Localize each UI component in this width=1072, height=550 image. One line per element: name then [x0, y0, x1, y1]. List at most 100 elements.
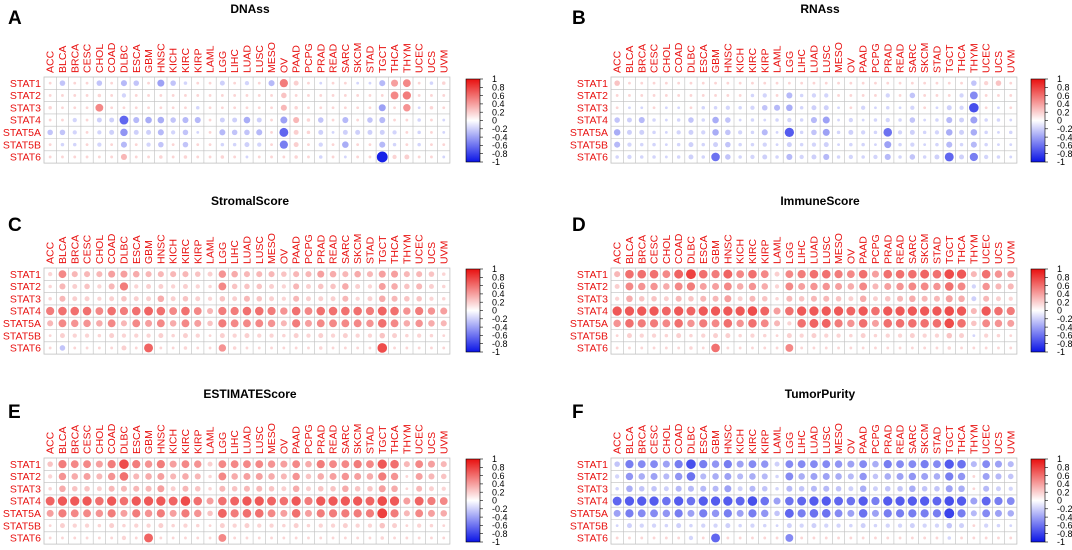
corr-circle: [133, 117, 140, 124]
corr-circle: [810, 485, 817, 492]
colorbar-tick-label: -0.6: [492, 141, 508, 151]
corr-circle: [662, 460, 670, 468]
corr-circle: [674, 472, 683, 481]
corr-circle: [1007, 283, 1014, 290]
colorbar-tick-label: 0.4: [1057, 99, 1070, 109]
corr-circle: [934, 130, 940, 135]
corr-circle: [83, 472, 91, 480]
column-label: DLBC: [685, 236, 697, 264]
corr-circle: [120, 141, 127, 148]
corr-circle: [48, 486, 52, 491]
corr-circle: [242, 306, 252, 316]
corr-circle: [873, 118, 878, 122]
corr-circle: [748, 269, 757, 279]
corr-circle: [343, 536, 347, 540]
corr-circle: [725, 141, 731, 148]
corr-circle: [159, 536, 163, 540]
column-label: LUAD: [808, 45, 820, 73]
corr-circle: [640, 346, 644, 350]
corr-circle: [822, 472, 830, 480]
corr-circle: [439, 497, 448, 505]
corr-circle: [282, 333, 286, 338]
corr-circle: [628, 94, 631, 97]
corr-circle: [97, 130, 102, 135]
column-label: SARC: [907, 234, 919, 264]
corr-circle: [614, 80, 620, 86]
corr-circle: [834, 319, 843, 328]
corr-circle: [736, 319, 744, 328]
colorbar-tick-label: -0.4: [492, 512, 508, 522]
corr-circle: [751, 346, 754, 350]
colorbar-tick-label: -0.8: [1057, 529, 1072, 539]
colorbar: [465, 268, 481, 353]
corr-circle: [280, 473, 287, 480]
corr-circle: [959, 117, 965, 123]
corr-circle: [711, 343, 720, 353]
corr-circle: [96, 80, 103, 86]
column-label: COAD: [106, 423, 118, 454]
corr-circle: [884, 485, 891, 492]
corr-circle: [428, 473, 435, 480]
corr-circle: [147, 106, 150, 110]
corr-circle: [417, 81, 421, 85]
row-label: STAT6: [577, 152, 608, 164]
corr-circle: [787, 321, 792, 326]
column-label: UCS: [426, 432, 438, 454]
corr-circle: [674, 460, 683, 469]
column-label: ESCA: [698, 235, 710, 264]
corr-circle: [626, 117, 632, 123]
corr-circle: [109, 117, 115, 123]
corr-circle: [353, 306, 362, 316]
corr-circle: [614, 117, 620, 123]
corr-circle: [674, 282, 683, 291]
corr-circle: [946, 522, 953, 529]
corr-circle: [72, 296, 78, 302]
corr-circle: [922, 155, 927, 159]
corr-circle: [441, 272, 446, 276]
corr-circle: [158, 333, 164, 339]
corr-circle: [956, 306, 967, 316]
corr-circle: [688, 295, 694, 302]
corr-circle: [134, 333, 139, 338]
corr-circle: [664, 106, 668, 110]
corr-circle: [638, 117, 645, 124]
corr-circle: [834, 496, 844, 506]
row-label: STAT4: [577, 115, 608, 127]
corr-circle: [920, 460, 929, 469]
corr-circle: [366, 319, 374, 328]
corr-circle: [773, 307, 781, 315]
corr-circle: [944, 306, 955, 316]
column-label: MESO: [266, 423, 278, 454]
corr-circle: [182, 117, 189, 124]
corr-circle: [824, 536, 828, 540]
column-label: TGCT: [377, 44, 389, 73]
corr-circle: [736, 283, 744, 290]
colorbar-tick-label: 1: [492, 74, 497, 84]
corr-circle: [1008, 296, 1013, 301]
corr-circle: [270, 130, 273, 134]
corr-circle: [824, 333, 829, 338]
corr-circle: [219, 117, 225, 123]
corr-circle: [946, 332, 953, 339]
corr-circle: [895, 319, 905, 328]
corr-circle: [959, 154, 965, 160]
corr-circle: [960, 346, 963, 350]
corr-circle: [280, 509, 288, 517]
corr-circle: [193, 307, 202, 315]
corr-circle: [218, 306, 227, 316]
corr-circle: [391, 270, 399, 278]
colorbar-tick-label: -0.2: [1057, 504, 1072, 514]
corr-circle: [280, 307, 288, 315]
column-label: KIRP: [192, 48, 204, 73]
corr-circle: [440, 461, 447, 468]
corr-circle: [748, 509, 757, 518]
corr-circle: [824, 81, 828, 85]
corr-circle: [700, 485, 707, 492]
corr-circle: [403, 461, 410, 468]
column-label: KIRP: [759, 429, 771, 454]
corr-circle: [960, 536, 963, 540]
corr-circle: [934, 154, 940, 160]
column-label: LAML: [205, 45, 217, 73]
corr-circle: [849, 346, 853, 350]
row-label: STAT1: [10, 459, 41, 471]
